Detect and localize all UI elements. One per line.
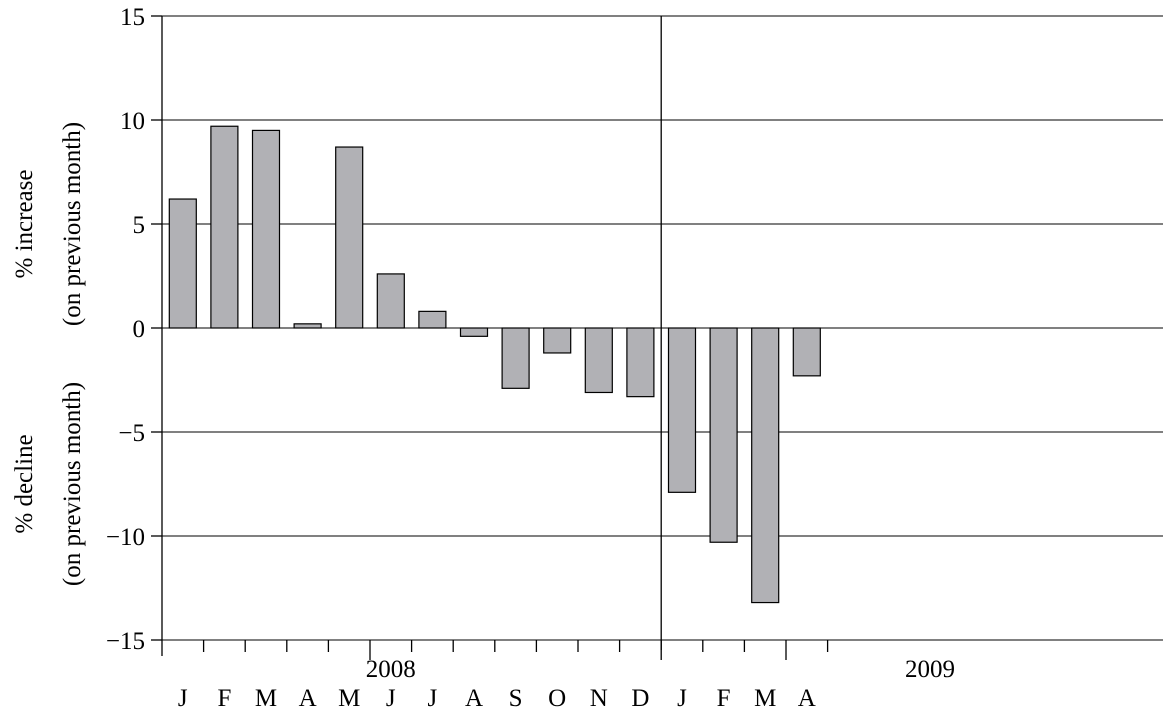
month-label: A	[299, 685, 317, 712]
y-tick-label: −10	[106, 524, 145, 551]
month-label: J	[386, 685, 396, 712]
bar-2008-D	[626, 327, 655, 398]
month-label: D	[631, 685, 649, 712]
month-label: N	[590, 685, 608, 712]
month-label: J	[428, 685, 438, 712]
month-label: J	[677, 685, 687, 712]
bar-2009-A	[792, 327, 821, 377]
month-label: M	[255, 685, 277, 712]
y-axis-label-positive: % increase (on previous month)	[11, 122, 86, 326]
y-tick-label: −5	[118, 420, 145, 447]
bar-2008-O	[543, 327, 572, 354]
y-axis-label-positive-line1: % increase	[11, 170, 38, 279]
y-tick-label: 10	[120, 108, 145, 135]
bar-2009-F	[709, 327, 738, 543]
month-label: F	[217, 685, 231, 712]
bar-2008-J	[418, 310, 447, 329]
year-label-2009: 2009	[905, 656, 955, 683]
y-tick-label: 5	[133, 212, 146, 239]
axes	[151, 15, 829, 660]
bar-2008-J	[376, 273, 405, 329]
y-axis-label-negative: % decline (on previous month)	[11, 382, 86, 586]
month-label: A	[798, 685, 816, 712]
month-label: F	[717, 685, 731, 712]
month-label: S	[509, 685, 523, 712]
bar-2008-M	[335, 146, 364, 329]
y-axis-label-positive-line2: (on previous month)	[59, 122, 86, 326]
bar-2008-J	[168, 198, 197, 329]
bar-2008-N	[584, 327, 613, 394]
month-label: J	[178, 685, 188, 712]
y-tick-label: 0	[133, 316, 146, 343]
y-tick-label: −15	[106, 628, 145, 655]
y-axis-label-negative-line2: (on previous month)	[59, 382, 86, 586]
month-label: M	[338, 685, 360, 712]
bars	[168, 125, 821, 604]
y-axis-label-negative-line1: % decline	[11, 434, 38, 533]
bar-2008-A	[293, 323, 322, 329]
bar-2008-F	[210, 125, 239, 329]
y-tick-label: 15	[120, 4, 145, 31]
year-label-2008: 2008	[366, 656, 416, 683]
bar-2009-M	[751, 327, 780, 604]
bar-2008-M	[251, 129, 281, 329]
bar-2009-J	[667, 327, 697, 493]
month-label: A	[465, 685, 483, 712]
month-label: M	[754, 685, 776, 712]
bar-2008-A	[459, 327, 489, 337]
month-label: O	[548, 685, 566, 712]
bar-2008-S	[501, 327, 530, 389]
